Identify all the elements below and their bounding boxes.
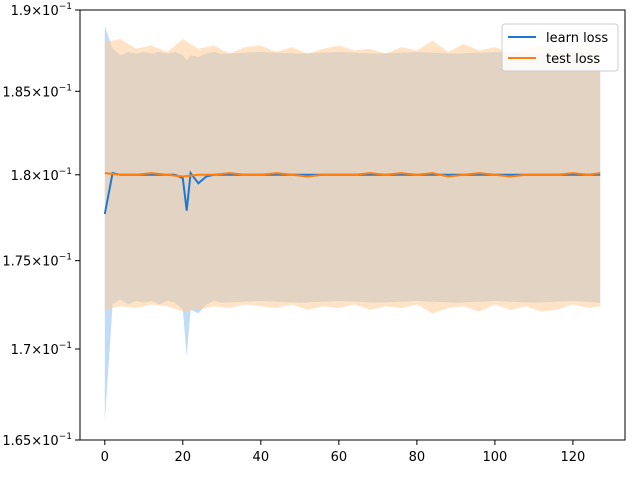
y-tick-label: 1.7×10−1 [11, 341, 72, 358]
y-tick-label: 1.8×10−1 [11, 167, 72, 184]
x-tick-label: 40 [253, 450, 270, 465]
x-tick-label: 80 [409, 450, 426, 465]
x-tick-label: 0 [101, 450, 109, 465]
y-axis: 1.65×10−1 1.7×10−1 1.75×10−1 1.8×10−1 1.85×1… [2, 2, 80, 449]
y-tick-label: 1.65×10−1 [2, 432, 72, 449]
y-tick-label: 1.9×10−1 [11, 2, 72, 19]
x-tick-label: 100 [482, 450, 507, 465]
y-tick-label: 1.85×10−1 [2, 83, 72, 100]
x-tick-label: 60 [331, 450, 348, 465]
plot-frame [79, 9, 626, 441]
legend: learn loss test loss [501, 23, 619, 72]
legend-label: learn loss [546, 31, 608, 46]
series-lines [103, 170, 601, 215]
legend-box [501, 23, 619, 72]
legend-label: test loss [546, 52, 600, 67]
x-axis: 0 20 40 60 80 100 120 [101, 440, 586, 465]
band-1 [104, 39, 601, 314]
y-tick-label: 1.75×10−1 [2, 253, 72, 270]
series-line-1 [104, 172, 601, 178]
x-tick-label: 20 [175, 450, 192, 465]
x-tick-label: 120 [561, 450, 586, 465]
confidence-bands [104, 26, 601, 422]
